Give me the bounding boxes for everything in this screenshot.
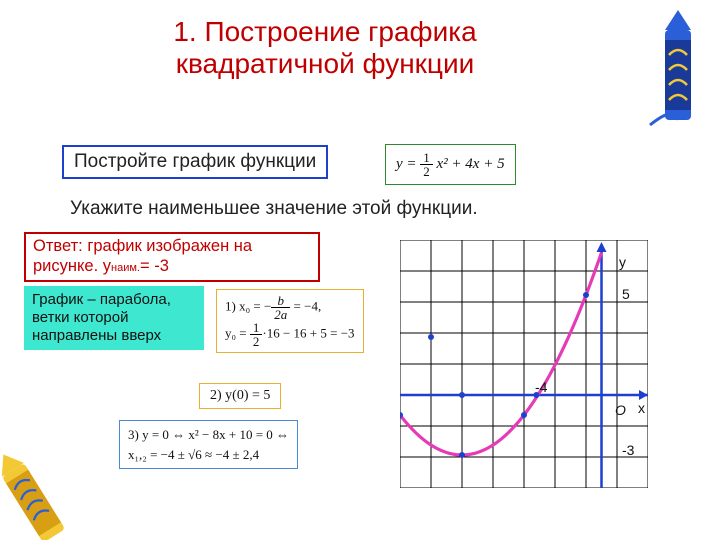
neg4-label: -4 — [535, 379, 547, 395]
answer-line1: Ответ: график изображен на — [33, 237, 252, 255]
calc-y0: 2) y(0) = 5 — [199, 383, 281, 409]
x-axis-label: x — [638, 400, 645, 416]
answer-line2b: = -3 — [140, 257, 169, 275]
five-label: 5 — [622, 286, 630, 302]
page-title: 1. Построение графика квадратичной функц… — [110, 16, 540, 80]
instruction-box: Постройте график функции — [62, 145, 328, 179]
parabola-graph: y x O -4 -3 5 — [400, 240, 648, 488]
formula-prefix: y = — [396, 156, 417, 172]
answer-sub: наим. — [111, 262, 140, 274]
subinstruction: Укажите наименьшее значение этой функции… — [70, 198, 478, 220]
origin-label: O — [615, 402, 626, 418]
y-axis-label: y — [619, 254, 626, 270]
answer-line2a: рисунке. y — [33, 257, 111, 275]
crayon-yellow-icon — [0, 430, 130, 540]
neg3-label: -3 — [622, 442, 634, 458]
crayon-blue-icon — [635, 5, 715, 135]
function-formula: y = 12 x² + 4x + 5 — [385, 144, 516, 185]
formula-suffix: x² + 4x + 5 — [437, 156, 505, 172]
answer-box: Ответ: график изображен на рисунке. yнаи… — [24, 232, 320, 282]
calc-vertex: 1) x₀ = −b2a = −4, y₀ = 12·16 − 16 + 5 =… — [216, 289, 364, 353]
description-box: График – парабола, ветки которой направл… — [24, 286, 204, 350]
calc-roots: 3) y = 0 ⇔ x² − 8x + 10 = 0 ⇔ x₁,₂ = −4 … — [119, 420, 298, 469]
